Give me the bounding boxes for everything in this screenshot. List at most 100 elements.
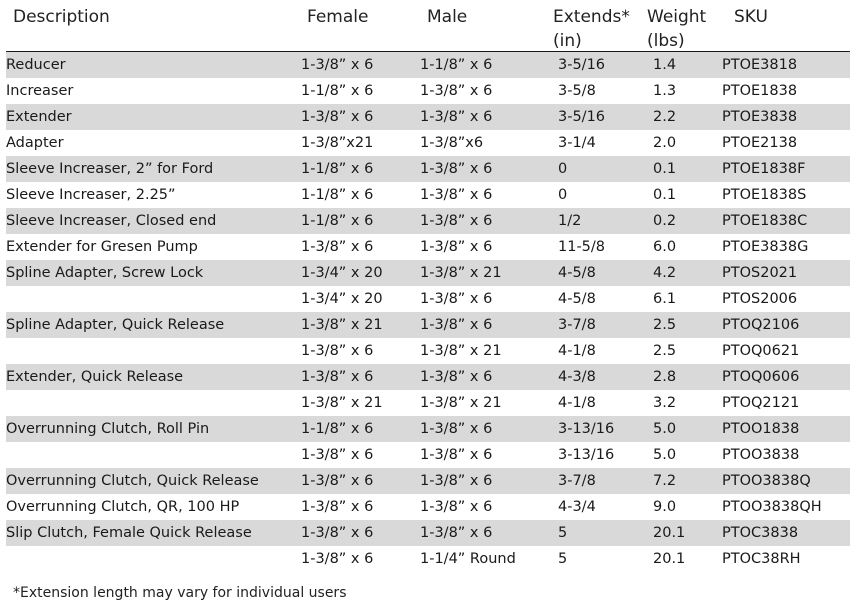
cell-sku: PTOO1838: [722, 421, 800, 437]
cell-description: Increaser: [6, 83, 74, 99]
header-extends-unit: (in): [553, 31, 582, 51]
cell-male: 1-3/8” x 6: [420, 291, 493, 307]
cell-description: Sleeve Increaser, 2.25”: [6, 187, 176, 203]
table-row: Extender for Gresen Pump 1-3/8” x 6 1-3/8”…: [6, 234, 850, 260]
table-row: Increaser 1-1/8” x 6 1-3/8” x 6 3-5/8 1.3 PTO…: [6, 78, 850, 104]
cell-male: 1-3/8” x 6: [420, 525, 493, 541]
cell-weight: 5.0: [653, 421, 677, 437]
header-extends: Extends* (in): [553, 5, 630, 53]
cell-female: 1-1/8” x 6: [301, 187, 374, 203]
cell-description: Overrunning Clutch, Quick Release: [6, 473, 259, 489]
cell-extends: 3-13/16: [558, 447, 615, 463]
cell-extends: 5: [558, 551, 568, 567]
cell-female: 1-3/8” x 6: [301, 551, 374, 567]
cell-female: 1-3/4” x 20: [301, 291, 383, 307]
table-row: Spline Adapter, Quick Release 1-3/8” x 21…: [6, 312, 850, 338]
cell-extends: 3-7/8: [558, 473, 596, 489]
cell-male: 1-3/8” x 6: [420, 473, 493, 489]
cell-extends: 1/2: [558, 213, 582, 229]
cell-extends: 3-5/16: [558, 57, 606, 73]
cell-male: 1-3/8” x 6: [420, 213, 493, 229]
cell-description: Extender: [6, 109, 72, 125]
cell-extends: 5: [558, 525, 568, 541]
footnote: *Extension length may vary for individua…: [13, 585, 347, 601]
cell-female: 1-1/8” x 6: [301, 83, 374, 99]
cell-description: Sleeve Increaser, 2” for Ford: [6, 161, 214, 177]
table-row: 1-3/8” x 6 1-1/4” Round 5 20.1 PTOC38RH: [6, 546, 850, 572]
cell-sku: PTOE3838: [722, 109, 798, 125]
cell-description: Spline Adapter, Screw Lock: [6, 265, 204, 281]
cell-weight: 0.1: [653, 161, 677, 177]
table-row: Reducer 1-3/8” x 6 1-1/8” x 6 3-5/16 1.4 PTOE…: [6, 52, 850, 78]
header-extends-label: Extends*: [553, 7, 630, 27]
table-body: Reducer 1-3/8” x 6 1-1/8” x 6 3-5/16 1.4 PTOE…: [6, 52, 850, 572]
cell-description: Slip Clutch, Female Quick Release: [6, 525, 252, 541]
cell-weight: 0.2: [653, 213, 677, 229]
header-sku: SKU: [734, 7, 768, 27]
cell-sku: PTOE1838S: [722, 187, 807, 203]
cell-weight: 2.0: [653, 135, 677, 151]
cell-weight: 20.1: [653, 551, 686, 567]
cell-male: 1-3/8” x 6: [420, 83, 493, 99]
table-row: Extender, Quick Release 1-3/8” x 6 1-3/8” …: [6, 364, 850, 390]
cell-weight: 2.8: [653, 369, 677, 385]
cell-sku: PTOE1838: [722, 83, 798, 99]
cell-female: 1-1/8” x 6: [301, 421, 374, 437]
cell-sku: PTOO3838Q: [722, 473, 811, 489]
cell-extends: 4-1/8: [558, 395, 596, 411]
cell-extends: 0: [558, 187, 568, 203]
table-row: Spline Adapter, Screw Lock 1-3/4” x 20 1-3…: [6, 260, 850, 286]
table-row: Adapter 1-3/8”x21 1-3/8”x6 3-1/4 2.0 PTOE2138: [6, 130, 850, 156]
cell-male: 1-3/8”x6: [420, 135, 484, 151]
cell-male: 1-3/8” x 6: [420, 499, 493, 515]
table-row: Sleeve Increaser, 2” for Ford 1-1/8” x 6 1…: [6, 156, 850, 182]
cell-sku: PTOE1838F: [722, 161, 806, 177]
cell-female: 1-1/8” x 6: [301, 161, 374, 177]
header-weight-unit: (lbs): [647, 31, 685, 51]
cell-weight: 20.1: [653, 525, 686, 541]
cell-extends: 4-5/8: [558, 291, 596, 307]
cell-sku: PTOO3838: [722, 447, 800, 463]
cell-female: 1-3/8” x 6: [301, 525, 374, 541]
cell-female: 1-3/8” x 6: [301, 343, 374, 359]
table-row: Overrunning Clutch, Quick Release 1-3/8” …: [6, 468, 850, 494]
cell-extends: 4-5/8: [558, 265, 596, 281]
cell-description: Overrunning Clutch, Roll Pin: [6, 421, 210, 437]
cell-extends: 4-3/8: [558, 369, 596, 385]
cell-female: 1-3/8”x21: [301, 135, 374, 151]
table-row: Slip Clutch, Female Quick Release 1-3/8” …: [6, 520, 850, 546]
cell-description: Spline Adapter, Quick Release: [6, 317, 225, 333]
cell-male: 1-1/4” Round: [420, 551, 516, 567]
cell-female: 1-3/8” x 6: [301, 473, 374, 489]
cell-weight: 0.1: [653, 187, 677, 203]
cell-weight: 2.5: [653, 343, 677, 359]
cell-female: 1-3/4” x 20: [301, 265, 383, 281]
cell-male: 1-3/8” x 6: [420, 369, 493, 385]
cell-weight: 2.2: [653, 109, 677, 125]
cell-female: 1-3/8” x 6: [301, 499, 374, 515]
cell-weight: 4.2: [653, 265, 677, 281]
cell-female: 1-3/8” x 6: [301, 447, 374, 463]
cell-weight: 1.4: [653, 57, 677, 73]
cell-sku: PTOQ0606: [722, 369, 800, 385]
cell-female: 1-3/8” x 6: [301, 109, 374, 125]
header-description: Description: [13, 7, 110, 27]
cell-sku: PTOE2138: [722, 135, 798, 151]
cell-weight: 7.2: [653, 473, 677, 489]
cell-description: Adapter: [6, 135, 64, 151]
cell-sku: PTOE1838C: [722, 213, 808, 229]
cell-female: 1-3/8” x 21: [301, 317, 383, 333]
cell-male: 1-3/8” x 6: [420, 109, 493, 125]
cell-extends: 3-5/8: [558, 83, 596, 99]
cell-male: 1-3/8” x 21: [420, 343, 502, 359]
cell-sku: PTOQ2106: [722, 317, 800, 333]
cell-sku: PTOC3838: [722, 525, 799, 541]
cell-sku: PTOQ2121: [722, 395, 800, 411]
header-female: Female: [307, 7, 369, 27]
cell-extends: 3-5/16: [558, 109, 606, 125]
table-row: Sleeve Increaser, Closed end 1-1/8” x 6 1-…: [6, 208, 850, 234]
cell-description: Sleeve Increaser, Closed end: [6, 213, 217, 229]
cell-male: 1-3/8” x 6: [420, 447, 493, 463]
cell-extends: 4-1/8: [558, 343, 596, 359]
cell-male: 1-3/8” x 6: [420, 239, 493, 255]
